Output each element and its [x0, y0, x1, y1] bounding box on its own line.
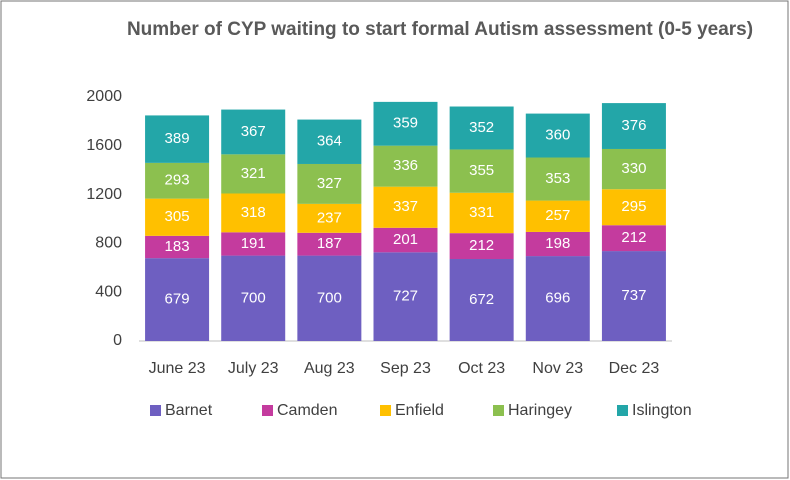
data-label: 700: [241, 289, 266, 306]
data-label: 201: [393, 231, 418, 248]
bar-segment: [601, 225, 666, 252]
x-tick-label: Oct 23: [458, 360, 505, 377]
bar-segment: [145, 198, 210, 236]
x-tick-label: Nov 23: [532, 360, 583, 377]
y-tick-label: 400: [95, 283, 122, 300]
data-label: 191: [241, 235, 266, 252]
data-label: 359: [393, 115, 418, 132]
bar-segment: [297, 119, 362, 164]
bar-segment: [449, 106, 514, 150]
data-label: 212: [621, 229, 646, 246]
legend-swatch: [617, 405, 628, 416]
legend-label: Haringey: [508, 402, 572, 419]
bar-segment: [601, 103, 666, 149]
legend-swatch: [150, 405, 161, 416]
data-label: 183: [165, 238, 190, 255]
y-tick-label: 1600: [86, 137, 122, 154]
legend-label: Barnet: [165, 402, 213, 419]
bar-segment: [449, 233, 514, 260]
bar-segment: [525, 231, 590, 257]
data-label: 212: [469, 237, 494, 254]
legend-swatch: [493, 405, 504, 416]
x-tick-label: Dec 23: [609, 360, 660, 377]
data-label: 389: [165, 130, 190, 147]
data-label: 295: [621, 198, 646, 215]
bar-segment: [297, 163, 362, 204]
data-label: 364: [317, 133, 342, 150]
data-label: 679: [165, 291, 190, 308]
y-tick-label: 1200: [86, 186, 122, 203]
x-tick-label: Aug 23: [304, 360, 355, 377]
data-label: 321: [241, 165, 266, 182]
bar-segment: [525, 113, 590, 158]
bar-segment: [449, 259, 514, 341]
y-tick-label: 2000: [86, 88, 122, 105]
data-label: 187: [317, 235, 342, 252]
legend-label: Enfield: [395, 402, 444, 419]
data-label: 293: [165, 172, 190, 189]
bar-segment: [601, 251, 666, 341]
data-label: 318: [241, 204, 266, 221]
bar-segment: [373, 101, 438, 146]
data-label: 337: [393, 198, 418, 215]
data-label: 327: [317, 175, 342, 192]
bar-segment: [525, 200, 590, 232]
legend-swatch: [380, 405, 391, 416]
y-tick-label: 0: [113, 332, 122, 349]
bar-segment: [221, 193, 286, 233]
bar-segment: [373, 227, 438, 253]
bar-segment: [449, 149, 514, 193]
bar-segment: [297, 232, 362, 256]
data-label: 336: [393, 157, 418, 174]
bar-segment: [221, 109, 286, 155]
data-label: 331: [469, 204, 494, 221]
bar-segment: [145, 235, 210, 259]
data-label: 237: [317, 209, 342, 226]
data-label: 672: [469, 291, 494, 308]
bar-segment: [525, 256, 590, 341]
legend-label: Camden: [277, 402, 337, 419]
bar-segment: [221, 255, 286, 341]
data-label: 305: [165, 208, 190, 225]
data-label: 198: [545, 235, 570, 252]
bar-segment: [373, 186, 438, 228]
data-label: 355: [469, 162, 494, 179]
data-label: 330: [621, 160, 646, 177]
data-label: 700: [317, 289, 342, 306]
bar-segment: [297, 203, 362, 233]
bar-segment: [525, 157, 590, 201]
data-label: 376: [621, 117, 646, 134]
bar-segment: [601, 189, 666, 226]
chart-title: Number of CYP waiting to start formal Au…: [126, 19, 754, 40]
data-label: 353: [545, 170, 570, 187]
x-tick-label: June 23: [149, 360, 206, 377]
legend-label: Islington: [632, 402, 692, 419]
x-tick-label: July 23: [228, 360, 279, 377]
data-label: 352: [469, 119, 494, 136]
data-label: 367: [241, 123, 266, 140]
legend-swatch: [262, 405, 273, 416]
data-label: 727: [393, 288, 418, 305]
data-label: 696: [545, 290, 570, 307]
bar-segment: [297, 255, 362, 341]
bar-segment: [145, 258, 210, 341]
data-label: 360: [545, 127, 570, 144]
data-label: 257: [545, 207, 570, 224]
bar-segment: [601, 148, 666, 190]
y-tick-label: 800: [95, 235, 122, 252]
bar-segment: [373, 252, 438, 341]
bar-segment: [373, 145, 438, 187]
bar-segment: [145, 162, 210, 199]
bar-segment: [449, 192, 514, 234]
x-tick-label: Sep 23: [380, 360, 431, 377]
data-label: 737: [621, 287, 646, 304]
bar-segment: [145, 115, 210, 163]
bar-segment: [221, 232, 286, 256]
bar-segment: [221, 154, 286, 194]
